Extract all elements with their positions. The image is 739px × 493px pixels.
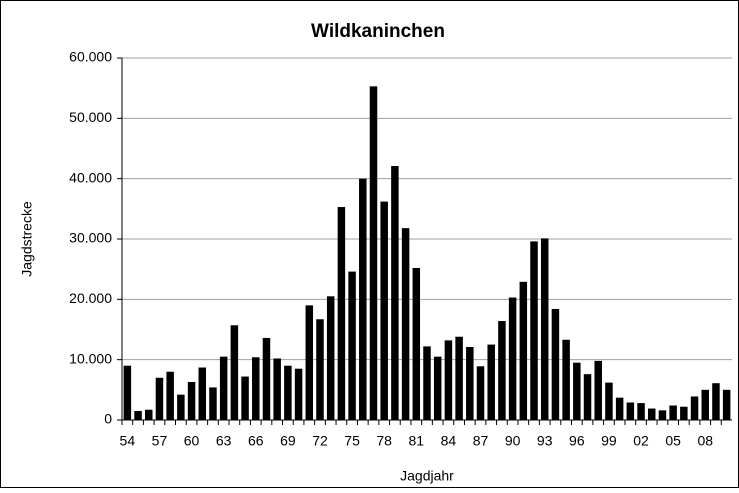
bar: [273, 358, 281, 420]
bar: [444, 340, 453, 420]
x-tick-label: 63: [216, 433, 232, 449]
x-tick-label: 93: [537, 433, 553, 449]
x-tick-label: 75: [344, 433, 360, 449]
bar: [305, 305, 314, 420]
bar: [284, 365, 292, 420]
bar: [637, 403, 645, 420]
y-tick-label: 50.000: [69, 109, 112, 125]
bar: [626, 402, 635, 420]
bar: [562, 339, 570, 420]
bar: [669, 405, 677, 420]
bar: [380, 201, 388, 420]
bar: [348, 271, 356, 420]
bar: [294, 368, 303, 420]
bar: [337, 207, 346, 420]
bar: [647, 408, 656, 420]
bar: [466, 346, 474, 420]
bar: [230, 325, 239, 420]
bar: [540, 238, 549, 420]
x-tick-label: 57: [152, 433, 168, 449]
bar: [123, 365, 132, 420]
bar: [551, 308, 560, 420]
bar: [134, 410, 142, 420]
bar: [658, 410, 667, 420]
bar: [573, 362, 581, 420]
y-tick-label: 40.000: [69, 169, 112, 185]
bar: [198, 367, 207, 420]
bar: [508, 297, 517, 420]
bar: [701, 389, 709, 420]
y-tick-label: 20.000: [69, 290, 112, 306]
y-tick-label: 0: [104, 411, 112, 427]
bar: [177, 394, 185, 420]
bar: [187, 381, 196, 420]
bar: [476, 366, 485, 420]
x-tick-label: 96: [569, 433, 585, 449]
bar: [690, 396, 699, 420]
bar: [498, 321, 506, 420]
x-tick-label: 78: [376, 433, 392, 449]
bar: [615, 397, 624, 420]
bar: [326, 296, 335, 420]
x-tick-label: 84: [441, 433, 457, 449]
bar: [594, 360, 602, 420]
y-axis-label: Jagdstrecke: [19, 201, 35, 277]
bar: [401, 228, 410, 420]
bar: [262, 337, 271, 420]
bar: [519, 281, 528, 420]
x-tick-label: 08: [697, 433, 713, 449]
chart-title: Wildkaninchen: [311, 21, 445, 42]
y-tick-label: 30.000: [69, 230, 112, 246]
bar: [209, 387, 217, 420]
bar: [316, 319, 324, 420]
bar: [219, 356, 228, 420]
bar: [166, 371, 174, 420]
x-tick-label: 69: [280, 433, 296, 449]
bar: [369, 86, 378, 421]
x-tick-label: 05: [665, 433, 681, 449]
bar: [412, 267, 421, 420]
x-tick-label: 02: [633, 433, 649, 449]
x-tick-label: 87: [473, 433, 489, 449]
bar: [433, 356, 442, 420]
bar: [680, 406, 688, 420]
bar: [487, 344, 495, 420]
bar: [155, 377, 164, 420]
x-axis-label: Jagdjahr: [400, 468, 454, 484]
x-tick-label: 66: [248, 433, 264, 449]
bar: [145, 409, 153, 420]
bar: [359, 178, 367, 420]
bar: [455, 336, 463, 420]
bar: [722, 389, 731, 420]
bar: [583, 374, 592, 420]
bar: [605, 382, 613, 420]
y-tick-label: 60.000: [69, 49, 112, 65]
bar: [712, 383, 720, 420]
bar: [391, 165, 399, 420]
x-tick-label: 72: [312, 433, 328, 449]
x-tick-label: 54: [120, 433, 136, 449]
bar: [241, 376, 249, 420]
x-tick-label: 99: [601, 433, 617, 449]
y-tick-label: 10.000: [69, 350, 112, 366]
x-tick-label: 81: [409, 433, 425, 449]
x-tick-label: 90: [505, 433, 521, 449]
bar: [423, 346, 431, 420]
bar: [252, 357, 260, 420]
x-tick-label: 60: [184, 433, 200, 449]
bar: [530, 241, 538, 420]
